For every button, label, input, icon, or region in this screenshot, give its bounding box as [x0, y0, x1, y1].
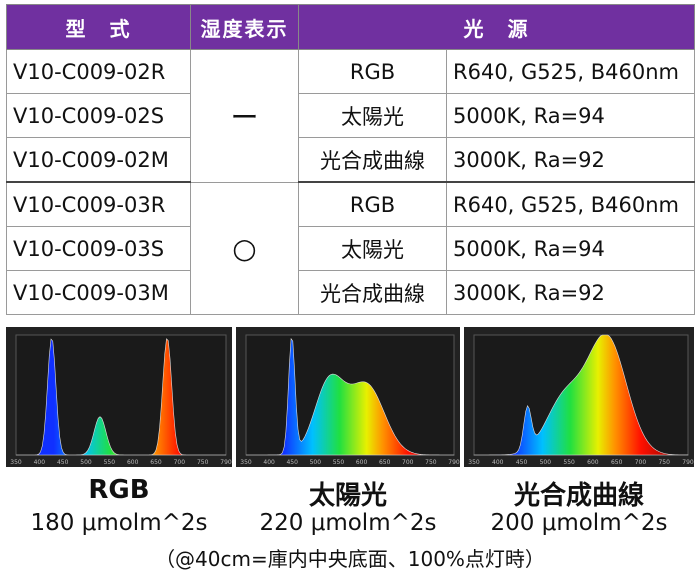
type-cell: RGB — [298, 49, 447, 94]
spec-cell: 3000K, Ra=92 — [446, 137, 695, 183]
spec-cell: R640, G525, B460nm — [446, 181, 695, 227]
x-tick-label: 350 — [10, 459, 22, 466]
x-tick-label: 550 — [104, 459, 116, 466]
table-row: V10-C009-02M 光合成曲線 3000K, Ra=92 — [6, 137, 695, 183]
model-cell: V10-C009-03M — [6, 270, 191, 315]
spectrum-sunlight-panel: 350 400 450 500 550 600 650 700 750 790 — [236, 327, 460, 467]
x-tick-label: 750 — [425, 459, 437, 466]
humidity-mark: ○ — [190, 181, 299, 315]
type-cell: 太陽光 — [298, 226, 447, 271]
x-tick-label: 550 — [563, 459, 575, 466]
spectrum-photosynthesis-name: 光合成曲線 — [513, 481, 644, 511]
x-tick-label: 550 — [333, 459, 345, 466]
x-tick-label: 500 — [310, 459, 322, 466]
x-tick-label: 450 — [516, 459, 528, 466]
type-cell: 光合成曲線 — [298, 137, 447, 183]
x-tick-label: 650 — [379, 459, 391, 466]
table-row: V10-C009-03M 光合成曲線 3000K, Ra=92 — [6, 270, 695, 315]
header-humidity: 湿度表示 — [190, 4, 299, 50]
model-cell: V10-C009-03S — [6, 226, 191, 271]
type-cell: 太陽光 — [298, 93, 447, 138]
model-cell: V10-C009-02M — [6, 137, 191, 183]
x-tick-label: 450 — [57, 459, 69, 466]
spectrum-curve — [16, 338, 226, 456]
x-tick-label: 350 — [240, 459, 252, 466]
x-tick-label: 350 — [468, 459, 480, 466]
x-tick-label: 790 — [682, 459, 694, 466]
x-tick-label: 600 — [127, 459, 139, 466]
x-tick-label: 790 — [220, 459, 232, 466]
header-light-source: 光 源 — [298, 4, 695, 50]
x-tick-label: 400 — [34, 459, 46, 466]
type-cell: RGB — [298, 181, 447, 227]
spectrum-photosynthesis-value: 200 μmolm^2s — [490, 510, 668, 536]
x-tick-label: 750 — [197, 459, 209, 466]
x-tick-label: 650 — [611, 459, 623, 466]
spectrum-curve — [246, 337, 455, 456]
spectrum-rgb-value: 180 μmolm^2s — [30, 510, 208, 536]
x-tick-label: 700 — [635, 459, 647, 466]
x-tick-label: 600 — [587, 459, 599, 466]
table-row: V10-C009-03S 太陽光 5000K, Ra=94 — [6, 226, 695, 271]
spectrum-sunlight-graph: 350 400 450 500 550 600 650 700 750 790 — [240, 334, 460, 466]
type-cell: 光合成曲線 — [298, 270, 447, 315]
header-model: 型 式 — [6, 4, 191, 50]
table-row: V10-C009-03R ○ RGB R640, G525, B460nm — [6, 181, 695, 315]
spec-cell: 3000K, Ra=92 — [446, 270, 695, 315]
spec-cell: R640, G525, B460nm — [446, 49, 695, 94]
spectrum-photosynthesis-graph: 350 400 450 500 550 600 650 700 750 790 — [468, 334, 694, 466]
table-row: V10-C009-02S 太陽光 5000K, Ra=94 — [6, 93, 695, 138]
measurement-note: （@40cm=庫内中央底面、100%点灯時） — [155, 547, 545, 571]
table-header-row: 型 式 湿度表示 光 源 — [6, 4, 695, 50]
x-tick-label: 450 — [286, 459, 298, 466]
x-tick-label: 700 — [402, 459, 414, 466]
table-row: V10-C009-02R ー RGB R640, G525, B460nm — [6, 49, 695, 183]
model-cell: V10-C009-03R — [6, 181, 191, 227]
x-tick-label: 500 — [540, 459, 552, 466]
spec-cell: 5000K, Ra=94 — [446, 226, 695, 271]
spectrum-sunlight-name: 太陽光 — [308, 481, 387, 511]
spectrum-curve — [474, 334, 689, 456]
humidity-mark: ー — [190, 49, 299, 183]
x-tick-label: 400 — [263, 459, 275, 466]
spectrum-rgb-name: RGB — [88, 475, 150, 505]
spectrum-rgb-panel: 350 400 450 500 550 600 650 700 750 790 — [6, 327, 232, 467]
spectrum-photosynthesis-panel: 350 400 450 500 550 600 650 700 750 790 — [464, 327, 694, 467]
model-cell: V10-C009-02R — [6, 49, 191, 94]
spec-cell: 5000K, Ra=94 — [446, 93, 695, 138]
x-tick-label: 700 — [174, 459, 186, 466]
x-tick-label: 750 — [658, 459, 670, 466]
spectrum-panels: 350 400 450 500 550 600 650 700 750 790 350 400 450… — [6, 327, 694, 467]
x-tick-label: 400 — [492, 459, 504, 466]
x-tick-label: 790 — [448, 459, 460, 466]
spectrum-sunlight-value: 220 μmolm^2s — [259, 510, 437, 536]
x-tick-label: 650 — [150, 459, 162, 466]
spec-table: 型 式 湿度表示 光 源 V10-C009-02R ー RGB R640, G5… — [6, 4, 695, 315]
x-tick-label: 600 — [356, 459, 368, 466]
spectrum-rgb-graph: 350 400 450 500 550 600 650 700 750 790 — [10, 334, 232, 466]
x-tick-label: 500 — [80, 459, 92, 466]
model-cell: V10-C009-02S — [6, 93, 191, 138]
